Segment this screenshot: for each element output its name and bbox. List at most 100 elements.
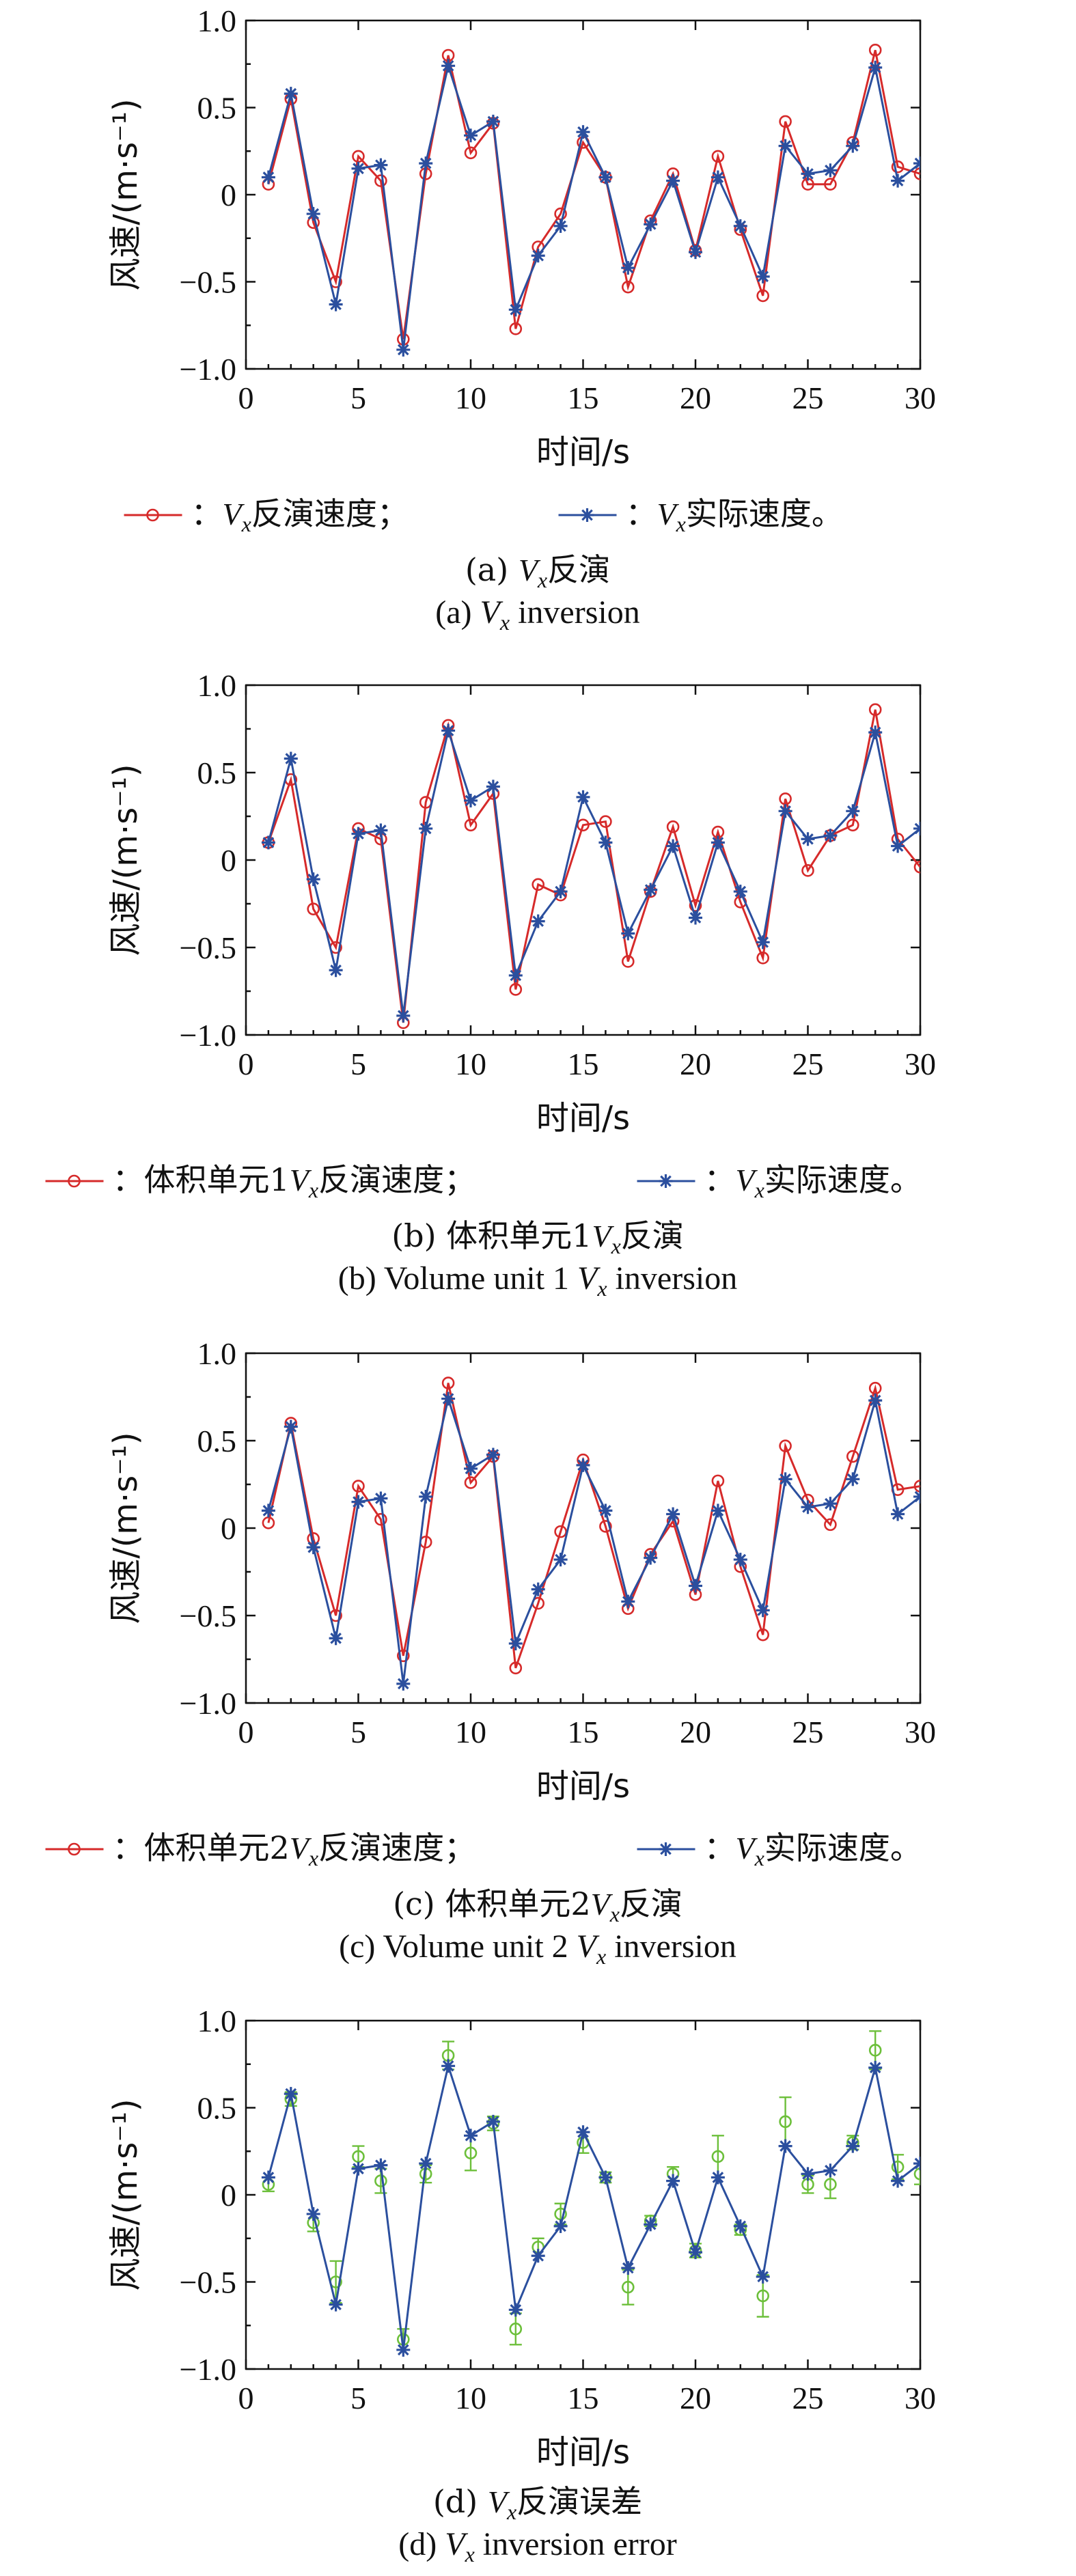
x-tick-label: 15 <box>568 1715 599 1749</box>
caption-zh: (b) 体积单元1Vx反演 <box>391 1217 684 1258</box>
x-axis-label: 时间/s <box>536 2433 630 2471</box>
error-bar <box>779 2096 792 2147</box>
y-axis-label: 风速/(m·s⁻¹) <box>107 2099 145 2290</box>
caption-en: (b) Volume unit 1 Vx inversion <box>338 1260 737 1301</box>
data-point-star <box>756 1603 770 1618</box>
data-point-star <box>913 821 920 835</box>
data-point-star <box>621 261 635 275</box>
data-point-circle <box>868 44 882 57</box>
x-tick-label: 25 <box>792 380 824 415</box>
x-tick-label: 30 <box>905 380 936 415</box>
x-tick-label: 0 <box>238 380 254 415</box>
data-point-star <box>306 207 320 221</box>
data-point-circle <box>756 2289 769 2303</box>
legend-marker-star <box>659 1174 673 1188</box>
legend-item-1: ：Vx反演速度； <box>124 495 409 536</box>
x-tick-label: 5 <box>350 1047 366 1081</box>
data-point-circle <box>464 2146 478 2160</box>
series-2 <box>261 723 920 1023</box>
legend-marker-circle <box>68 1842 81 1856</box>
chart-panel-1: 0 5 10 15 20 25 30 −1.0 −0.5 0 0.5 1.0 时间/s 风速/(m·s⁻¹… <box>107 3 936 635</box>
legend: ：Vx反演速度； ：Vx实际速度。 <box>124 495 843 536</box>
data-point-circle <box>711 1474 725 1488</box>
data-point-star <box>553 219 568 233</box>
data-point-star <box>666 174 680 188</box>
data-point-star <box>801 167 815 181</box>
data-point-star <box>801 832 815 846</box>
data-point-star <box>531 1582 545 1596</box>
data-point-star <box>801 2167 815 2181</box>
plot-area <box>261 44 920 357</box>
legend-label: ：Vx实际速度。 <box>626 495 843 536</box>
data-point-star <box>868 1394 883 1408</box>
data-point-star <box>846 804 860 818</box>
data-point-circle <box>464 1476 478 1489</box>
x-tick-label: 10 <box>455 1715 486 1749</box>
data-point-star <box>711 2170 725 2185</box>
caption-zh: (d) Vx反演误差 <box>433 2483 642 2524</box>
error-bar <box>509 2312 522 2346</box>
series-2 <box>261 1391 920 1691</box>
legend: ：体积单元1Vx反演速度； ：Vx实际速度。 <box>45 1161 922 1202</box>
data-point-star <box>329 297 343 311</box>
data-point-star <box>284 751 298 766</box>
series-line <box>267 726 920 1016</box>
data-point-circle <box>824 2178 837 2191</box>
y-tick-label: 0.5 <box>197 756 237 790</box>
plot-area <box>261 2030 920 2357</box>
data-point-star <box>644 2217 658 2232</box>
x-tick-label: 20 <box>680 1715 711 1749</box>
data-point-star <box>733 885 747 899</box>
data-point-star <box>846 139 860 153</box>
y-tick-label: −1.0 <box>180 1018 236 1053</box>
caption-en: (a) Vx inversion <box>435 594 639 635</box>
y-axis-label: 风速/(m·s⁻¹) <box>107 98 145 290</box>
series-2 <box>261 59 920 357</box>
data-point-star <box>666 2174 680 2188</box>
x-tick-label: 10 <box>455 2381 486 2415</box>
data-point-star <box>576 1458 590 1472</box>
data-point-circle <box>711 150 725 163</box>
data-point-star <box>598 170 613 184</box>
data-point-star <box>261 170 275 184</box>
data-point-circle <box>464 818 478 832</box>
caption-en: (d) Vx inversion error <box>398 2526 676 2566</box>
data-point-star <box>891 2174 905 2188</box>
x-tick-label: 10 <box>455 380 486 415</box>
x-tick-label: 5 <box>350 2381 366 2415</box>
data-point-circle <box>779 1439 792 1452</box>
series-1 <box>262 44 920 346</box>
data-point-star <box>261 2170 275 2185</box>
x-tick-label: 0 <box>238 1047 254 1081</box>
data-point-star <box>733 1553 747 1567</box>
data-point-circle <box>509 322 523 335</box>
data-point-circle <box>779 115 792 128</box>
x-tick-label: 25 <box>792 1715 824 1749</box>
x-tick-label: 30 <box>905 1047 936 1081</box>
data-point-star <box>441 1391 456 1406</box>
plot-frame <box>245 684 922 1036</box>
data-point-star <box>531 249 545 263</box>
data-point-star <box>486 114 500 128</box>
data-point-circle <box>532 878 545 891</box>
error-bar <box>622 2269 635 2305</box>
data-point-star <box>621 2261 635 2275</box>
data-point-star <box>756 269 770 283</box>
data-point-star <box>644 883 658 897</box>
data-point-circle <box>711 2150 725 2163</box>
data-point-star <box>801 1500 815 1514</box>
data-point-star <box>689 1579 702 1593</box>
x-tick-label: 0 <box>238 2381 254 2415</box>
legend-marker-star <box>659 1842 673 1856</box>
legend-label: ：Vx实际速度。 <box>704 1161 922 1202</box>
data-point-star <box>553 885 568 899</box>
data-point-circle <box>599 1520 612 1533</box>
y-tick-label: 0.5 <box>197 2091 237 2126</box>
data-point-star <box>306 2207 320 2221</box>
y-tick-label: −1.0 <box>180 352 236 387</box>
data-point-star <box>396 342 411 357</box>
chart-panel-3: 0 5 10 15 20 25 30 −1.0 −0.5 0 0.5 1.0 时间/s 风速/(m·s⁻¹… <box>45 1336 936 1969</box>
data-point-circle <box>756 1628 769 1642</box>
data-point-circle <box>554 1525 567 1538</box>
data-point-star <box>711 170 725 184</box>
